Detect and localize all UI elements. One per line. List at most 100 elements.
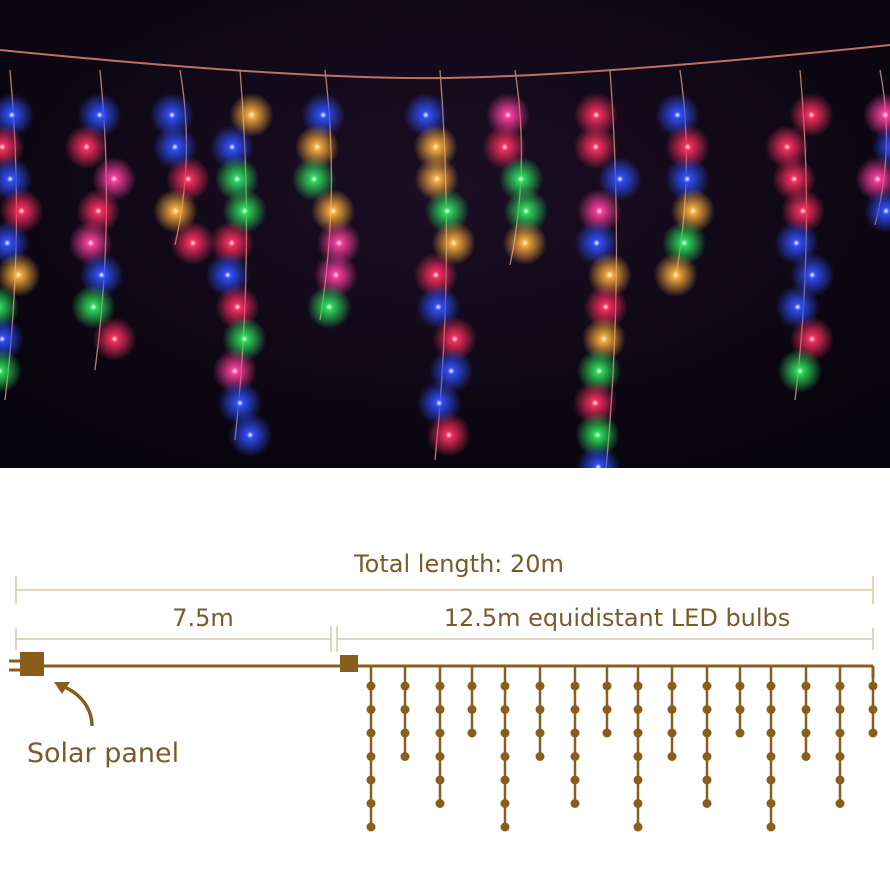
led-bulb [435,775,445,785]
lead-length-label: 7.5m [172,604,234,632]
bulb-strand [535,666,545,761]
led-light [432,317,477,361]
led-bulb [735,681,745,691]
led-bulb [766,822,776,832]
led-bulb [535,681,545,691]
led-light [573,381,618,425]
led-bulb [835,752,845,761]
led-bulb [500,752,510,761]
led-bulb [835,728,845,738]
led-light [789,93,834,137]
arrow-icon [61,684,94,727]
bulb-strand [801,666,811,761]
led-bulb [735,705,745,714]
led-light [317,221,362,265]
led-light [307,285,352,329]
led-light [291,157,336,201]
led-bulb [366,705,376,714]
led-bulb [633,705,643,714]
led-light [426,413,471,457]
led-bulb [702,799,712,808]
led-light [64,125,109,169]
led-bulb [435,705,445,714]
led-bulb [400,681,410,691]
led-light [653,253,698,297]
bulb-strand [602,666,612,738]
led-light [587,253,632,297]
led-bulb [835,775,845,785]
led-light [229,93,274,137]
led-light [583,285,628,329]
led-bulb [366,752,376,761]
led-bulb [366,775,376,785]
dimension-diagram: Total length: 20m 7.5m 12.5m equidistant… [0,468,890,890]
bulb-strand [766,666,776,832]
led-light [431,221,476,265]
led-bulb [500,728,510,738]
led-bulb [667,705,677,714]
led-light [0,349,22,393]
led-bulb [801,728,811,738]
led-light [577,189,622,233]
led-bulb [602,681,612,691]
led-bulb [366,681,376,691]
bulb-strand [570,666,580,808]
bulb-strand [400,666,410,761]
led-bulb [467,728,477,738]
product-photo [0,0,890,468]
led-bulb [602,728,612,738]
led-bulb [766,799,776,808]
led-light [485,93,530,137]
solar-panel-plug-icon [20,652,44,676]
led-bulb [766,752,776,761]
led-light [295,125,340,169]
led-bulb [500,799,510,808]
led-bulb [535,728,545,738]
led-light [575,413,620,457]
led-bulb [570,728,580,738]
led-light [149,93,194,137]
led-bulb [801,681,811,691]
led-bulb [570,799,580,808]
led-bulb [801,752,811,761]
bulbs-length-label: 12.5m equidistant LED bulbs [443,604,791,632]
led-bulb [667,752,677,761]
led-bulb [735,728,745,738]
led-light [413,125,458,169]
led-light [576,445,621,468]
led-bulb [702,728,712,738]
led-bulb [435,728,445,738]
led-light [92,317,137,361]
bulb-strand [366,666,376,832]
led-bulb [633,822,643,832]
led-light [228,413,273,457]
led-bulb [366,822,376,832]
led-bulb [766,705,776,714]
led-light [502,221,547,265]
led-bulb [633,775,643,785]
led-bulb [535,752,545,761]
led-bulb [766,681,776,691]
led-bulb [835,799,845,808]
led-bulb [702,705,712,714]
led-light [0,253,41,297]
bulb-strand [435,666,445,808]
total-length-label: Total length: 20m [354,550,564,578]
led-light [597,157,642,201]
led-bulb [835,705,845,714]
led-bulb [435,752,445,761]
led-bulb [467,705,477,714]
led-bulb [633,728,643,738]
led-bulb [570,705,580,714]
led-bulb [868,705,878,714]
led-light [577,349,622,393]
led-bulb [400,728,410,738]
led-bulb [467,681,477,691]
led-light [413,253,458,297]
led-bulb [400,705,410,714]
led-bulb [633,752,643,761]
led-light [71,285,116,329]
led-bulb [500,705,510,714]
bulb-strand [633,666,643,832]
bulb-strand [500,666,510,832]
